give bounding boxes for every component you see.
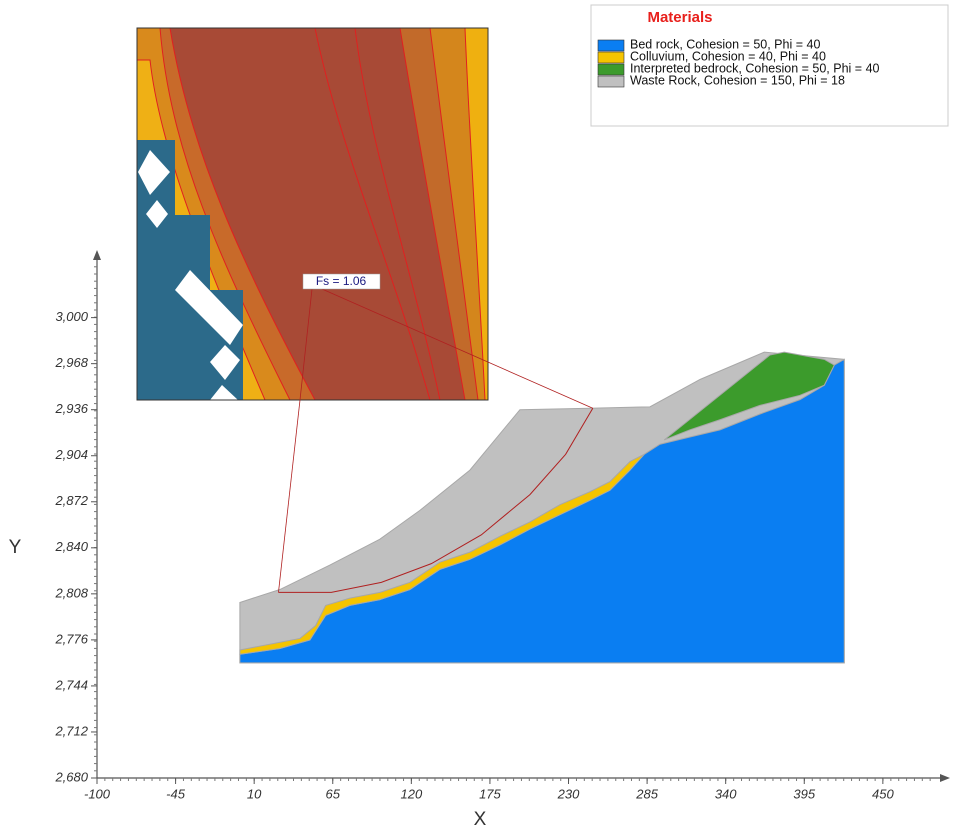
legend-swatch xyxy=(598,40,624,51)
y-axis-arrow xyxy=(93,250,101,260)
legend-title: Materials xyxy=(647,9,712,26)
y-tick-label: 2,904 xyxy=(54,447,88,462)
x-tick-label: 230 xyxy=(557,786,580,801)
y-axis-label: Y xyxy=(9,537,22,558)
legend-swatch xyxy=(598,76,624,87)
legend-label: Waste Rock, Cohesion = 150, Phi = 18 xyxy=(630,73,845,87)
x-axis-label: X xyxy=(474,809,487,830)
legend-swatch xyxy=(598,52,624,63)
x-tick-label: 450 xyxy=(872,786,894,801)
y-tick-label: 2,680 xyxy=(54,769,88,784)
y-tick-label: 2,936 xyxy=(54,401,88,416)
y-tick-label: 2,872 xyxy=(54,493,88,508)
fs-label: Fs = 1.06 xyxy=(316,274,367,288)
x-tick-label: 65 xyxy=(326,786,341,801)
chart: -100 -45 10 65 120 175 230 285 340 395 450 2,680 2,7… xyxy=(0,0,957,833)
leader-line xyxy=(278,400,300,592)
y-tick-label: 3,000 xyxy=(55,309,88,324)
inset-contour xyxy=(137,28,488,400)
legend-swatch xyxy=(598,64,624,75)
y-tick-label: 2,744 xyxy=(54,677,88,692)
y-tick-label: 2,840 xyxy=(54,539,88,554)
y-tick-label: 2,808 xyxy=(54,585,88,600)
x-tick-label: 285 xyxy=(635,786,658,801)
x-axis-arrow xyxy=(940,774,950,782)
y-tick-label: 2,712 xyxy=(54,723,88,738)
y-tick-label: 2,968 xyxy=(54,355,88,370)
x-tick-label: -100 xyxy=(84,786,111,801)
x-tick-label: 340 xyxy=(715,786,737,801)
x-tick-label: 10 xyxy=(247,786,262,801)
y-tick-label: 2,776 xyxy=(54,631,88,646)
x-tick-label: 175 xyxy=(479,786,501,801)
x-tick-label: 395 xyxy=(793,786,815,801)
x-tick-label: -45 xyxy=(166,786,186,801)
x-tick-label: 120 xyxy=(400,786,422,801)
